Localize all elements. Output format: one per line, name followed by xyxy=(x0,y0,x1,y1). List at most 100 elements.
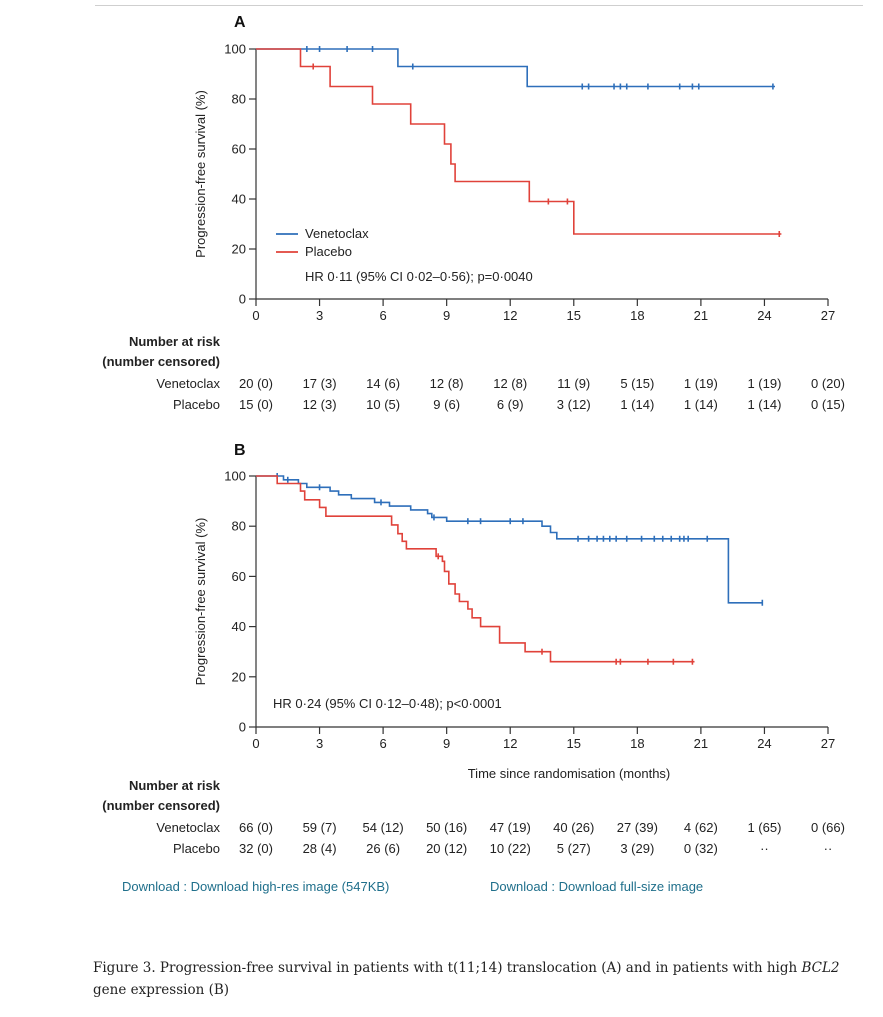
x-tick-label: 21 xyxy=(694,308,708,323)
hr-annotation: HR 0·11 (95% CI 0·02–0·56); p=0·0040 xyxy=(305,269,533,284)
risk-table-subtitle: (number censored) xyxy=(102,798,220,813)
risk-cell: 11 (9) xyxy=(557,376,590,391)
download-highres-link[interactable]: Download : Download high-res image (547K… xyxy=(122,879,390,894)
caption-gene: BCL2 xyxy=(801,960,840,976)
caption-text-2: gene expression (B) xyxy=(93,982,230,998)
legend-label: Placebo xyxy=(305,244,352,259)
risk-row-label: Placebo xyxy=(173,397,220,412)
x-tick-label: 9 xyxy=(443,736,450,751)
risk-row-label: Placebo xyxy=(173,841,220,856)
risk-cell: 66 (0) xyxy=(239,820,273,835)
panel-letter: B xyxy=(234,442,246,459)
risk-cell: 3 (12) xyxy=(557,397,591,412)
risk-cell: 12 (8) xyxy=(430,376,464,391)
series-line-placebo xyxy=(256,475,695,663)
risk-cell: 12 (8) xyxy=(493,376,527,391)
risk-cell: 1 (65) xyxy=(747,820,781,835)
risk-cell: 20 (0) xyxy=(239,376,273,391)
risk-cell: 1 (19) xyxy=(684,376,718,391)
y-tick-label: 80 xyxy=(232,519,246,534)
risk-table-title: Number at risk xyxy=(129,778,221,793)
x-tick-label: 21 xyxy=(694,736,708,751)
x-tick-label: 6 xyxy=(379,736,386,751)
risk-cell: 6 (9) xyxy=(497,397,524,412)
x-tick-label: 3 xyxy=(316,308,323,323)
risk-table-subtitle: (number censored) xyxy=(102,354,220,369)
series-line-venetoclax xyxy=(256,48,775,88)
caption-text-1: Figure 3. Progression-free survival in p… xyxy=(93,960,802,976)
risk-cell: 0 (32) xyxy=(684,841,718,856)
risk-cell: 54 (12) xyxy=(363,820,404,835)
risk-cell: 3 (29) xyxy=(620,841,654,856)
x-tick-label: 0 xyxy=(252,736,259,751)
y-axis-label: Progression-free survival (%) xyxy=(193,90,208,258)
risk-cell: 26 (6) xyxy=(366,841,400,856)
figure-caption: Figure 3. Progression-free survival in p… xyxy=(93,957,853,1001)
y-tick-label: 80 xyxy=(232,92,246,107)
risk-cell: 4 (62) xyxy=(684,820,718,835)
risk-cell: 32 (0) xyxy=(239,841,273,856)
y-tick-label: 60 xyxy=(232,142,246,157)
risk-cell: ·· xyxy=(760,841,769,856)
download-fullsize-link[interactable]: Download : Download full-size image xyxy=(490,879,704,894)
risk-cell: 0 (15) xyxy=(811,397,845,412)
risk-cell: ·· xyxy=(824,841,833,856)
x-tick-label: 24 xyxy=(757,308,771,323)
risk-cell: 5 (15) xyxy=(620,376,654,391)
x-tick-label: 15 xyxy=(567,308,581,323)
y-tick-label: 20 xyxy=(232,242,246,257)
y-tick-label: 40 xyxy=(232,192,246,207)
x-tick-label: 9 xyxy=(443,308,450,323)
risk-cell: 1 (14) xyxy=(684,397,718,412)
x-tick-label: 15 xyxy=(567,736,581,751)
y-tick-label: 60 xyxy=(232,569,246,584)
risk-cell: 28 (4) xyxy=(303,841,337,856)
y-tick-label: 100 xyxy=(224,469,246,484)
x-tick-label: 12 xyxy=(503,308,517,323)
legend-label: Venetoclax xyxy=(305,226,369,241)
risk-cell: 0 (66) xyxy=(811,820,845,835)
risk-cell: 20 (12) xyxy=(426,841,467,856)
panel-letter: A xyxy=(234,14,246,31)
risk-row-label: Venetoclax xyxy=(156,376,220,391)
risk-cell: 27 (39) xyxy=(617,820,658,835)
risk-cell: 10 (5) xyxy=(366,397,400,412)
risk-cell: 9 (6) xyxy=(433,397,460,412)
km-panel-b: B 0 20 40 60 80 100 0 3 6 9 12 15 18 21 24 27 Progression… xyxy=(102,442,845,856)
risk-cell: 59 (7) xyxy=(303,820,337,835)
x-tick-label: 3 xyxy=(316,736,323,751)
risk-cell: 17 (3) xyxy=(303,376,337,391)
x-tick-label: 27 xyxy=(821,736,835,751)
x-tick-label: 6 xyxy=(379,308,386,323)
risk-cell: 1 (14) xyxy=(747,397,781,412)
risk-cell: 1 (14) xyxy=(620,397,654,412)
x-tick-label: 0 xyxy=(252,308,259,323)
risk-cell: 15 (0) xyxy=(239,397,273,412)
risk-cell: 10 (22) xyxy=(490,841,531,856)
risk-cell: 47 (19) xyxy=(490,820,531,835)
y-tick-label: 0 xyxy=(239,720,246,735)
risk-table-title: Number at risk xyxy=(129,334,221,349)
risk-cell: 12 (3) xyxy=(303,397,337,412)
y-tick-label: 20 xyxy=(232,669,246,684)
km-panel-a: A 0 20 40 60 80 100 0 3 6 9 12 15 18 21 24 27 Progression… xyxy=(102,14,845,412)
risk-cell: 50 (16) xyxy=(426,820,467,835)
x-tick-label: 27 xyxy=(821,308,835,323)
risk-cell: 1 (19) xyxy=(747,376,781,391)
y-tick-label: 40 xyxy=(232,619,246,634)
risk-cell: 14 (6) xyxy=(366,376,400,391)
y-axis-label: Progression-free survival (%) xyxy=(193,518,208,686)
risk-cell: 5 (27) xyxy=(557,841,591,856)
hr-annotation: HR 0·24 (95% CI 0·12–0·48); p<0·0001 xyxy=(273,696,502,711)
x-tick-label: 24 xyxy=(757,736,771,751)
risk-cell: 0 (20) xyxy=(811,376,845,391)
risk-row-label: Venetoclax xyxy=(156,820,220,835)
series-line-placebo xyxy=(256,48,782,235)
y-tick-label: 0 xyxy=(239,292,246,307)
x-axis-label: Time since randomisation (months) xyxy=(468,766,671,781)
top-divider xyxy=(95,5,863,6)
x-tick-label: 18 xyxy=(630,736,644,751)
series-line-venetoclax xyxy=(256,475,763,604)
y-tick-label: 100 xyxy=(224,42,246,57)
